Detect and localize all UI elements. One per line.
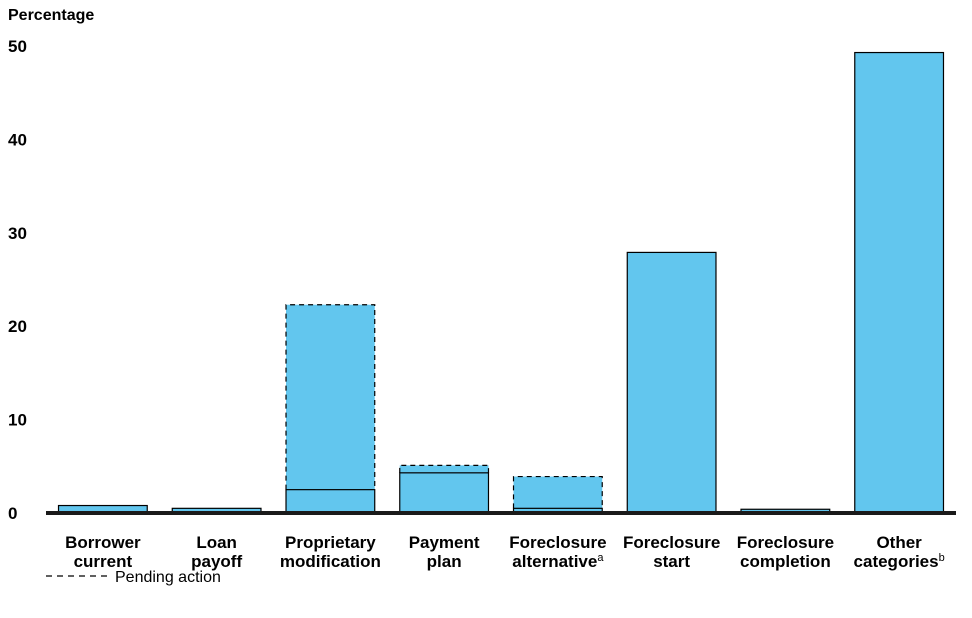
bar-pending-segment: [399, 464, 490, 473]
x-tick-label: Other: [876, 533, 922, 552]
x-tick-label: plan: [427, 552, 462, 571]
y-tick-label-40: 40: [8, 130, 27, 149]
x-tick-label: Borrower: [65, 533, 141, 552]
y-axis-title: Percentage: [8, 7, 94, 24]
bar-foreclosure-alternative: [513, 476, 603, 513]
y-tick-label-10: 10: [8, 411, 27, 430]
x-tick-label: payoff: [191, 552, 242, 571]
y-tick-label-0: 0: [8, 504, 17, 523]
y-tick-label-20: 20: [8, 317, 27, 336]
x-tick-label: start: [653, 552, 690, 571]
bar-borrower-current: [58, 505, 148, 513]
x-tick-label: Foreclosure: [737, 533, 834, 552]
x-tick-label: Foreclosure: [623, 533, 720, 552]
x-tick-label: Payment: [409, 533, 480, 552]
bars: [57, 51, 945, 514]
legend-label-pending-action: Pending action: [115, 569, 221, 586]
y-tick-label-30: 30: [8, 224, 27, 243]
x-tick-label: modification: [280, 552, 381, 571]
x-tick-label: categoriesb: [854, 552, 945, 571]
legend: Pending action: [46, 569, 221, 586]
x-tick-label: current: [74, 552, 133, 571]
bar-foreclosure-start: [627, 252, 716, 513]
y-tick-label-50: 50: [8, 37, 27, 56]
x-tick-label: alternativea: [512, 552, 604, 571]
x-tick-label: Foreclosure: [509, 533, 606, 552]
bar-pending-segment: [512, 475, 603, 509]
x-tick-label: Proprietary: [285, 533, 376, 552]
x-tick-label: completion: [740, 552, 831, 571]
y-tick-labels: 0 10 20 30 40 50: [8, 37, 27, 523]
bar-pending-segment: [285, 304, 376, 490]
x-tick-label: Loan: [196, 533, 237, 552]
bar-loan-payoff: [172, 508, 261, 513]
bar-proprietary-modification: [286, 304, 375, 513]
bar-other-categories: [854, 52, 944, 514]
